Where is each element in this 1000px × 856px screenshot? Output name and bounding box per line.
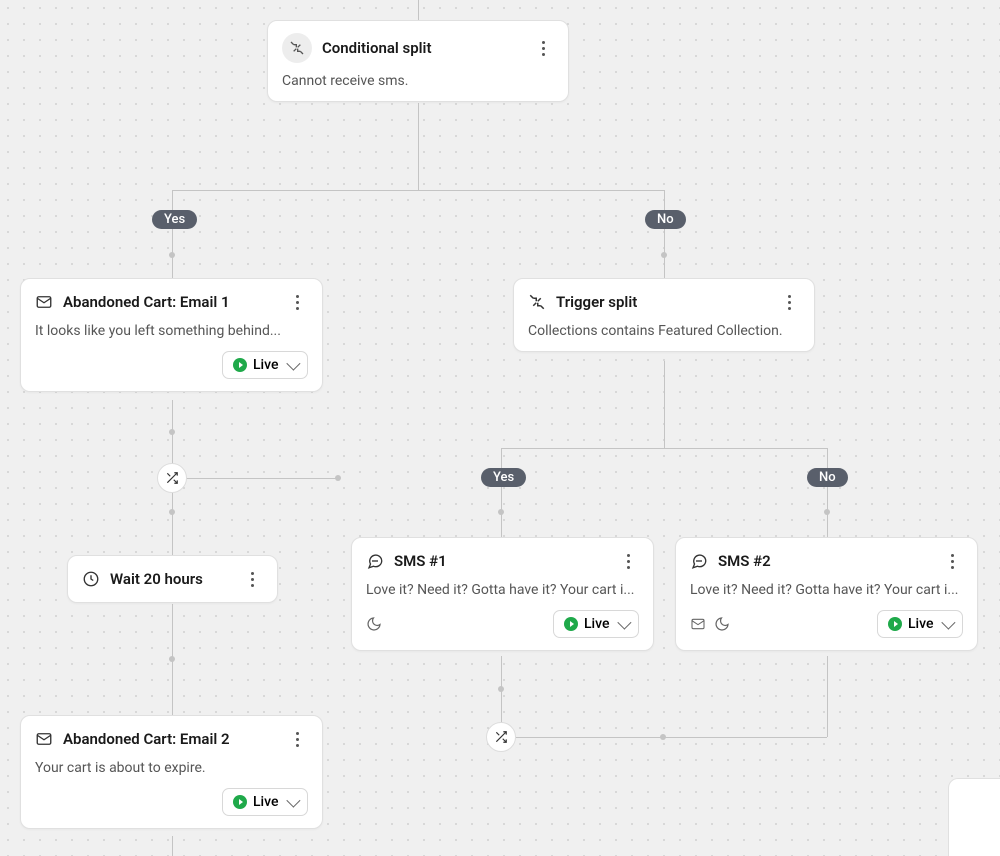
live-status-icon [888,617,902,631]
status-dropdown[interactable]: Live [877,610,963,638]
trigger-split-card[interactable]: Trigger split Collections contains Featu… [513,278,815,352]
card-title: SMS #2 [718,552,931,570]
status-label: Live [253,794,278,810]
moon-icon [714,616,730,632]
card-description: Cannot receive sms. [282,73,554,89]
sms-card[interactable]: SMS #1 Love it? Need it? Gotta have it? … [351,537,654,651]
more-button[interactable] [286,291,308,313]
live-status-icon [564,617,578,631]
conditional-split-card[interactable]: Conditional split Cannot receive sms. [267,20,569,102]
card-title: Trigger split [556,293,768,311]
floating-panel[interactable] [948,778,1000,856]
card-description: Collections contains Featured Collection… [528,323,800,339]
card-title: Conditional split [322,39,522,57]
more-button[interactable] [617,550,639,572]
branch-pill-yes: Yes [152,210,197,229]
clock-icon [82,570,100,588]
split-icon [528,293,546,311]
shuffle-junction[interactable] [486,722,516,752]
moon-icon [366,616,382,632]
sms-icon [366,552,384,570]
chevron-down-icon [941,616,955,630]
email-card[interactable]: Abandoned Cart: Email 2 Your cart is abo… [20,715,323,829]
more-button[interactable] [941,550,963,572]
status-dropdown[interactable]: Live [222,788,308,816]
card-description: It looks like you left something behind.… [35,323,308,339]
status-dropdown[interactable]: Live [222,351,308,379]
chevron-down-icon [286,794,300,808]
chevron-down-icon [617,616,631,630]
chevron-down-icon [286,357,300,371]
split-icon [282,33,312,63]
branch-pill-no: No [645,210,686,229]
live-status-icon [233,358,247,372]
branch-pill-yes: Yes [481,468,526,487]
card-description: Love it? Need it? Gotta have it? Your ca… [366,582,639,598]
status-label: Live [584,616,609,632]
card-title: SMS #1 [394,552,607,570]
more-button[interactable] [286,728,308,750]
shuffle-junction[interactable] [157,463,187,493]
card-title: Abandoned Cart: Email 2 [63,730,276,748]
status-label: Live [253,357,278,373]
more-button[interactable] [241,568,263,590]
status-dropdown[interactable]: Live [553,610,639,638]
card-title: Wait 20 hours [110,570,231,588]
sms-card[interactable]: SMS #2 Love it? Need it? Gotta have it? … [675,537,978,651]
wait-card[interactable]: Wait 20 hours [67,555,278,603]
email-icon [35,730,53,748]
status-label: Live [908,616,933,632]
more-button[interactable] [778,291,800,313]
card-description: Love it? Need it? Gotta have it? Your ca… [690,582,963,598]
email-icon [690,616,706,632]
card-description: Your cart is about to expire. [35,760,308,776]
more-button[interactable] [532,37,554,59]
email-card[interactable]: Abandoned Cart: Email 1 It looks like yo… [20,278,323,392]
live-status-icon [233,795,247,809]
sms-icon [690,552,708,570]
branch-pill-no: No [807,468,848,487]
card-title: Abandoned Cart: Email 1 [63,293,276,311]
email-icon [35,293,53,311]
